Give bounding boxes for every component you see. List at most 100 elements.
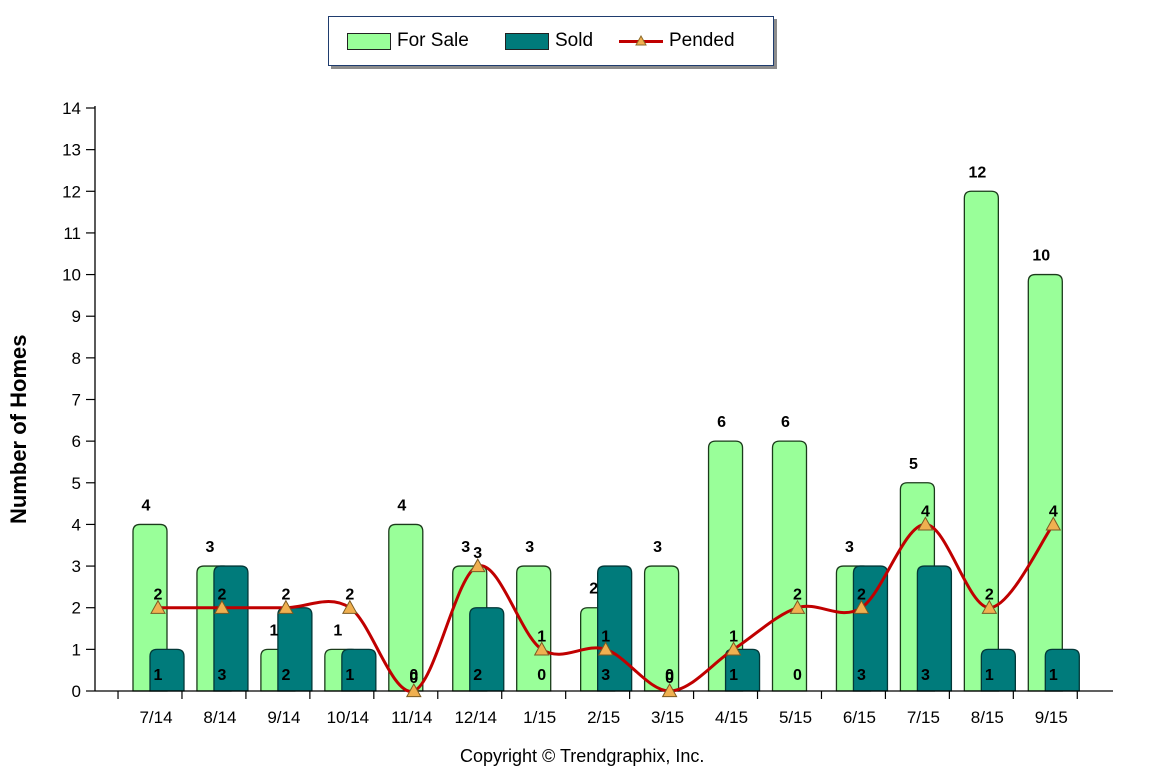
label-sold-5: 2 xyxy=(473,667,482,684)
bar-for-sale-4 xyxy=(388,523,424,692)
label-for-sale-0: 4 xyxy=(142,497,151,514)
label-pended-13: 2 xyxy=(985,587,994,604)
label-for-sale-1: 3 xyxy=(205,539,214,556)
label-sold-12: 3 xyxy=(921,667,930,684)
legend-label-pended: Pended xyxy=(669,30,735,51)
label-for-sale-12: 5 xyxy=(909,456,918,473)
y-tick-label-9: 9 xyxy=(72,307,81,326)
label-sold-4: 0 xyxy=(409,667,418,684)
x-tick-label-14: 9/15 xyxy=(1035,708,1068,727)
label-pended-12: 4 xyxy=(921,503,930,520)
label-pended-1: 2 xyxy=(217,587,226,604)
label-for-sale-5: 3 xyxy=(461,539,470,556)
bar-sold-2 xyxy=(277,607,313,692)
label-pended-5: 3 xyxy=(473,545,482,562)
label-pended-7: 1 xyxy=(601,628,610,645)
bar-for-sale-6 xyxy=(516,565,552,692)
pended-marker-10 xyxy=(789,599,806,614)
label-sold-10: 0 xyxy=(793,667,802,684)
legend-swatch-for-sale xyxy=(347,32,391,50)
legend-label-sold: Sold xyxy=(555,30,594,51)
label-sold-2: 2 xyxy=(281,667,290,684)
label-for-sale-13: 12 xyxy=(968,164,986,181)
label-for-sale-6: 3 xyxy=(525,539,534,556)
bar-for-sale-8 xyxy=(643,565,680,692)
pended-marker-6 xyxy=(533,641,550,656)
label-for-sale-2: 1 xyxy=(269,622,278,639)
label-sold-7: 3 xyxy=(601,667,610,684)
y-tick-label-7: 7 xyxy=(72,391,81,410)
bar-sold-12 xyxy=(916,565,953,692)
legend-item-sold: Sold xyxy=(505,30,593,52)
bar-sold-5 xyxy=(469,607,505,692)
pended-marker-7 xyxy=(597,641,614,656)
x-tick-label-10: 5/15 xyxy=(779,708,812,727)
y-tick-label-10: 10 xyxy=(62,266,81,285)
pended-marker-9 xyxy=(725,641,742,656)
x-tick-label-1: 8/14 xyxy=(203,708,236,727)
label-sold-14: 1 xyxy=(1049,667,1058,684)
label-pended-14: 4 xyxy=(1049,503,1058,520)
legend-swatch-pended xyxy=(619,33,663,50)
pended-marker-14 xyxy=(1045,516,1062,531)
x-tick-label-2: 9/14 xyxy=(267,708,300,727)
y-tick-label-3: 3 xyxy=(72,557,81,576)
bar-for-sale-10 xyxy=(771,440,808,692)
label-for-sale-4: 4 xyxy=(397,497,406,514)
label-pended-11: 2 xyxy=(857,587,866,604)
x-tick-label-8: 3/15 xyxy=(651,708,684,727)
pended-marker-2 xyxy=(278,599,294,614)
pended-marker-1 xyxy=(214,599,230,614)
pended-marker-8 xyxy=(661,682,678,698)
y-axis-label: Number of Homes xyxy=(6,334,31,524)
pended-marker-5 xyxy=(469,558,486,573)
label-sold-1: 3 xyxy=(217,667,226,684)
legend-item-pended: Pended xyxy=(619,30,735,52)
bar-for-sale-13 xyxy=(963,190,999,692)
label-pended-10: 2 xyxy=(793,587,802,604)
label-for-sale-14: 10 xyxy=(1032,248,1050,265)
y-tick-label-6: 6 xyxy=(72,432,81,451)
label-sold-6: 0 xyxy=(537,667,546,684)
label-for-sale-10: 6 xyxy=(781,414,790,431)
label-for-sale-8: 3 xyxy=(653,539,662,556)
label-pended-3: 2 xyxy=(345,587,354,604)
x-tick-label-0: 7/14 xyxy=(139,708,172,727)
y-tick-label-14: 14 xyxy=(62,99,81,118)
y-tick-label-11: 11 xyxy=(63,224,81,243)
legend-item-for-sale: For Sale xyxy=(347,30,469,52)
pended-marker-11 xyxy=(853,599,870,614)
bar-sold-13 xyxy=(980,648,1016,692)
label-pended-0: 2 xyxy=(154,587,163,604)
x-tick-label-3: 10/14 xyxy=(327,708,370,727)
x-tick-label-11: 6/15 xyxy=(843,708,876,727)
label-pended-9: 1 xyxy=(729,628,738,645)
copyright-text: Copyright © Trendgraphix, Inc. xyxy=(460,746,705,766)
label-for-sale-3: 1 xyxy=(333,622,342,639)
label-for-sale-11: 3 xyxy=(845,539,854,556)
y-tick-label-5: 5 xyxy=(72,474,81,493)
x-tick-label-5: 12/14 xyxy=(454,708,497,727)
bar-sold-1 xyxy=(213,565,249,692)
x-tick-label-6: 1/15 xyxy=(523,708,556,727)
label-sold-3: 1 xyxy=(345,667,354,684)
bar-sold-0 xyxy=(149,648,185,692)
label-sold-9: 1 xyxy=(729,667,738,684)
label-pended-6: 1 xyxy=(537,628,546,645)
x-tick-label-9: 4/15 xyxy=(715,708,748,727)
label-pended-8: 0 xyxy=(665,670,674,687)
pended-marker-3 xyxy=(342,599,358,614)
bar-sold-14 xyxy=(1044,648,1080,692)
x-tick-label-4: 11/14 xyxy=(391,708,432,727)
x-tick-label-12: 7/15 xyxy=(907,708,940,727)
pended-marker-4 xyxy=(405,682,422,698)
label-pended-2: 2 xyxy=(281,587,290,604)
pended-marker-0 xyxy=(150,599,166,614)
bar-for-sale-9 xyxy=(707,440,744,692)
legend-label-for-sale: For Sale xyxy=(397,30,469,51)
label-sold-8: 0 xyxy=(665,667,674,684)
bar-for-sale-14 xyxy=(1027,273,1063,692)
y-tick-label-2: 2 xyxy=(72,599,81,618)
pended-marker-13 xyxy=(981,599,998,614)
